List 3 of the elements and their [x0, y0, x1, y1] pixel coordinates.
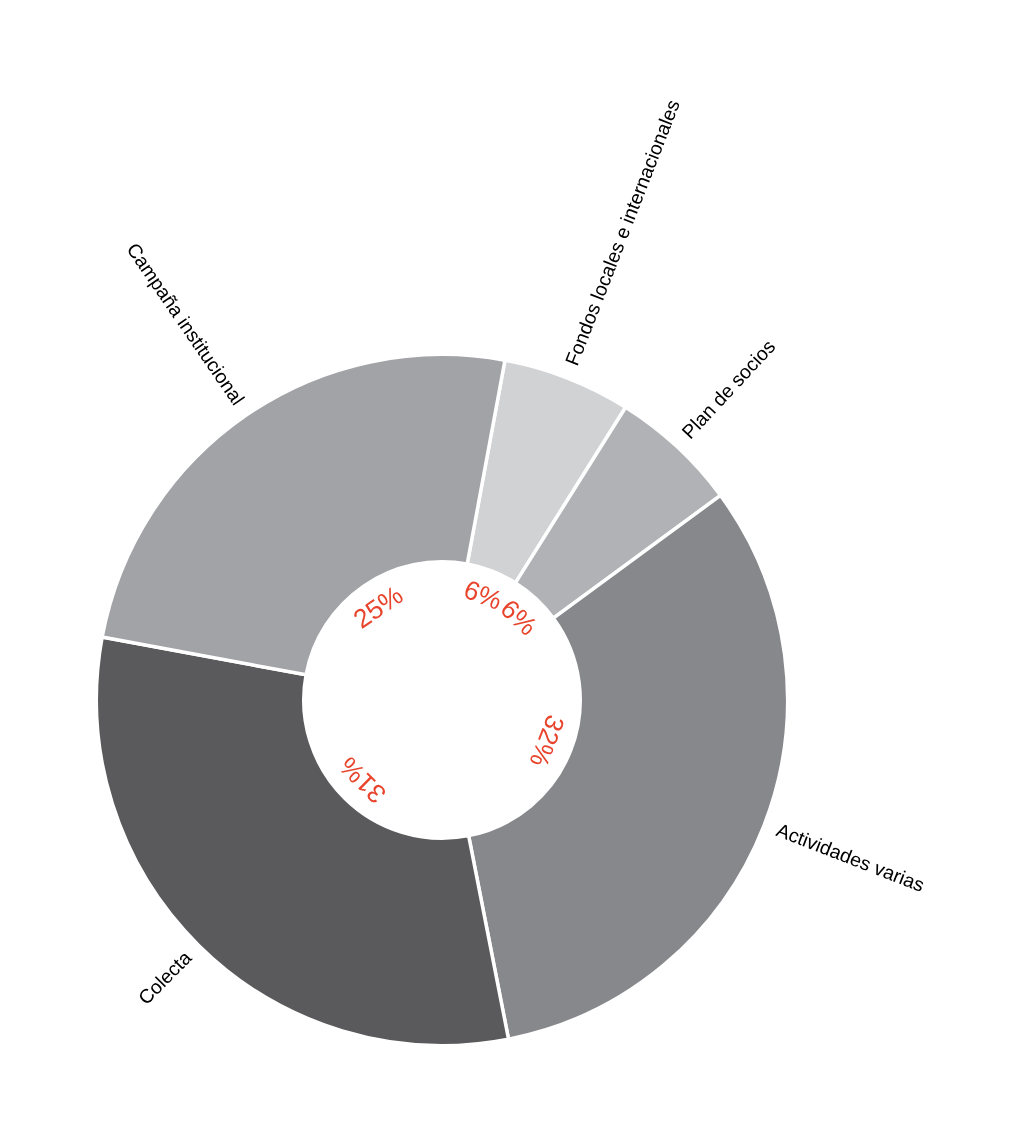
data-label: 32% [529, 713, 566, 769]
data-label: 25% [352, 584, 405, 629]
data-label: 6% [499, 598, 539, 637]
